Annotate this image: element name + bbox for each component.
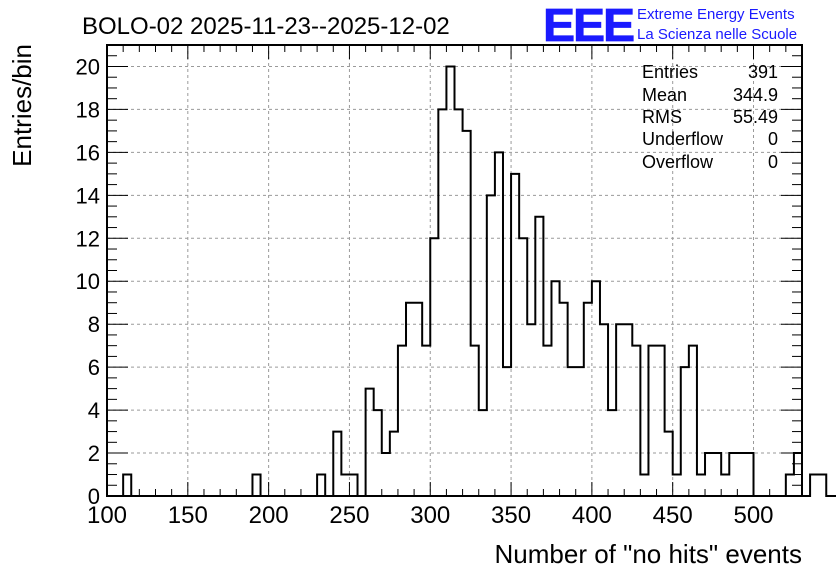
histogram-bin <box>640 475 648 496</box>
histogram-bin <box>608 410 616 496</box>
histogram-bin <box>551 281 559 496</box>
histogram-bin <box>818 475 826 496</box>
histogram-bin <box>705 453 713 496</box>
y-axis-ticks: 0 2 4 6 8 10 12 14 16 18 20 <box>76 44 802 509</box>
histogram-bin <box>648 346 656 496</box>
histogram-bin <box>697 475 705 496</box>
y-tick-label: 12 <box>76 226 100 251</box>
y-tick-label: 14 <box>76 183 100 208</box>
histogram-bin <box>568 367 576 496</box>
histogram-bin <box>543 346 551 496</box>
histogram-bin <box>414 303 422 496</box>
histogram-bin <box>600 324 608 496</box>
y-axis-label: Entries/bin <box>7 44 37 167</box>
stats-box: Entries 391 Mean 344.9 RMS 55.49 Underfl… <box>642 62 778 172</box>
chart-title: BOLO-02 2025-11-23--2025-12-02 <box>82 13 450 40</box>
histogram-bin <box>632 346 640 496</box>
histogram-bin <box>624 324 632 496</box>
eee-logo-line1: Extreme Energy Events <box>637 6 795 23</box>
histogram-bin <box>333 432 341 496</box>
histogram-bin <box>729 453 737 496</box>
x-tick-label: 250 <box>329 502 369 529</box>
eee-logo-mark: EEE <box>543 0 633 51</box>
histogram-bin <box>382 453 390 496</box>
histogram-bin <box>810 475 818 496</box>
histogram-bin <box>374 410 382 496</box>
stats-value-underflow: 0 <box>768 129 778 149</box>
x-tick-label: 400 <box>572 502 612 529</box>
y-tick-label: 0 <box>88 484 100 509</box>
histogram-bin <box>681 367 689 496</box>
x-tick-label: 350 <box>491 502 531 529</box>
histogram-bin <box>495 152 503 496</box>
histogram-bin <box>422 346 430 496</box>
stats-value-entries: 391 <box>748 62 778 82</box>
histogram-bin <box>341 475 349 496</box>
histogram-bin <box>527 324 535 496</box>
y-tick-label: 18 <box>76 97 100 122</box>
stats-value-overflow: 0 <box>768 152 778 172</box>
histogram-bin <box>519 238 527 496</box>
x-tick-label: 450 <box>653 502 693 529</box>
histogram-bin <box>713 453 721 496</box>
histogram-bin <box>366 389 374 496</box>
histogram-bin <box>317 475 325 496</box>
histogram-bin <box>446 66 454 496</box>
histogram-bin <box>463 131 471 496</box>
histogram-bin <box>406 303 414 496</box>
y-tick-label: 4 <box>88 398 100 423</box>
histogram-bin <box>576 367 584 496</box>
histogram-bin <box>349 475 357 496</box>
stats-label-entries: Entries <box>642 62 698 82</box>
histogram-bin <box>665 432 673 496</box>
histogram-bin <box>535 217 543 496</box>
histogram-bin <box>737 453 745 496</box>
stats-label-rms: RMS <box>642 107 682 127</box>
histogram-bin <box>560 303 568 496</box>
histogram-bin <box>471 346 479 496</box>
x-tick-label: 150 <box>168 502 208 529</box>
histogram-bin <box>398 346 406 496</box>
y-tick-label: 20 <box>76 54 100 79</box>
eee-logo-line2: La Scienza nelle Scuole <box>637 26 797 43</box>
histogram-bin <box>252 475 260 496</box>
y-tick-label: 8 <box>88 312 100 337</box>
histogram-bin <box>503 367 511 496</box>
histogram-bin <box>592 281 600 496</box>
y-tick-label: 10 <box>76 269 100 294</box>
y-tick-label: 16 <box>76 140 100 165</box>
histogram-bin <box>438 109 446 496</box>
histogram-bin <box>487 195 495 496</box>
grid-lines <box>107 45 802 496</box>
histogram-bin <box>511 174 519 496</box>
histogram-bin <box>616 324 624 496</box>
histogram-bin <box>479 410 487 496</box>
x-tick-label: 200 <box>249 502 289 529</box>
histogram-bin <box>584 303 592 496</box>
stats-label-mean: Mean <box>642 85 687 105</box>
x-axis-ticks: 100 150 200 250 300 350 400 450 500 <box>87 45 803 529</box>
histogram-bin <box>745 453 753 496</box>
histogram-bin <box>123 475 131 496</box>
x-tick-label: 100 <box>87 502 127 529</box>
histogram-bin <box>721 475 729 496</box>
stats-value-mean: 344.9 <box>733 85 778 105</box>
stats-label-underflow: Underflow <box>642 129 724 149</box>
histogram-bin <box>455 109 463 496</box>
y-tick-label: 2 <box>88 441 100 466</box>
histogram-bin <box>657 346 665 496</box>
stats-value-rms: 55.49 <box>733 107 778 127</box>
histogram-bin <box>673 475 681 496</box>
histogram-bin <box>689 346 697 496</box>
eee-logo: EEE Extreme Energy Events La Scienza nel… <box>543 0 798 51</box>
x-tick-label: 300 <box>410 502 450 529</box>
x-tick-label: 500 <box>733 502 773 529</box>
histogram-bin <box>430 238 438 496</box>
x-axis-label: Number of "no hits" events <box>495 539 803 569</box>
histogram-bin <box>390 432 398 496</box>
stats-label-overflow: Overflow <box>642 152 714 172</box>
y-tick-label: 6 <box>88 355 100 380</box>
